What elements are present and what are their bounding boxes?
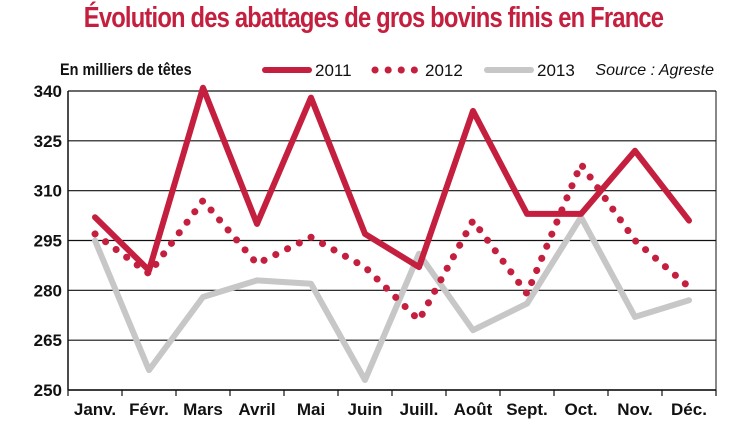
y-tick-label: 310 [34,182,62,201]
legend-label-2012: 2012 [425,61,463,80]
chart-title: Évolution des abattages de gros bovins f… [83,2,664,34]
y-tick-label: 340 [34,82,62,101]
x-tick-label: Mai [297,400,325,419]
y-tick-label: 325 [34,132,62,151]
series-line-2013 [92,214,692,383]
x-tick-label: Nov. [617,400,653,419]
x-tick-label: Août [454,400,493,419]
x-axis: Janv. Févr. Mars Avril Mai Juin Juill. Août Sept… [67,389,717,419]
plot-area [91,84,693,383]
chart-source: Source : Agreste [595,62,714,79]
x-tick-label: Juin [348,400,383,419]
x-tick-label: Mars [183,400,223,419]
series-line-2012 [91,160,693,324]
x-tick-label: Janv. [74,400,116,419]
legend: 2011 2012 2013 [262,61,575,80]
x-tick-label: Déc. [671,400,707,419]
x-tick-label: Sept. [506,400,548,419]
y-tick-label: 295 [34,232,62,251]
chart-subtitle: En milliers de têtes [60,61,192,79]
y-tick-label: 280 [34,281,62,300]
x-tick-label: Avril [238,400,275,419]
y-tick-label: 250 [34,381,62,400]
y-axis: 250 265 280 295 310 325 340 [34,82,717,400]
y-tick-label: 265 [34,331,62,350]
series-line-2011 [92,84,692,274]
x-tick-label: Oct. [564,400,597,419]
legend-label-2013: 2013 [537,61,575,80]
x-tick-label: Juill. [400,400,439,419]
x-tick-label: Févr. [129,400,169,419]
legend-label-2011: 2011 [315,61,352,80]
